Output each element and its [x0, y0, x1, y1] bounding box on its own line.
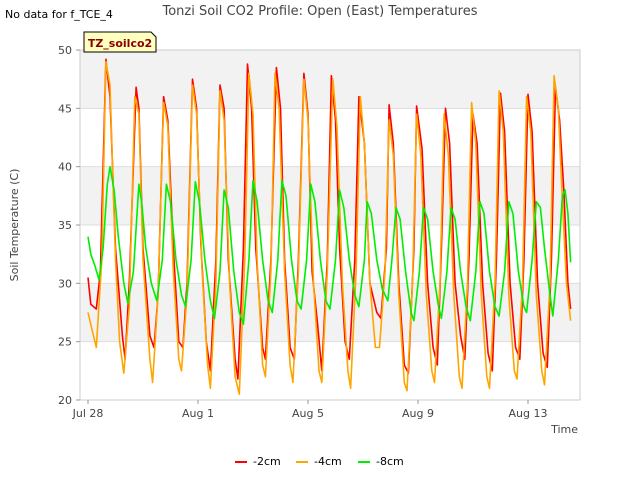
no-data-note: No data for f_TCE_4 [5, 8, 113, 21]
badge-label: TZ_soilco2 [88, 37, 152, 50]
x-tick-label: Aug 1 [182, 407, 214, 420]
legend: -2cm -4cm -8cm [235, 455, 404, 468]
x-tick-label: Aug 13 [509, 407, 548, 420]
legend-item: -4cm [296, 455, 342, 468]
x-tick-label: Aug 5 [292, 407, 324, 420]
y-axis-label: Soil Temperature (C) [8, 169, 21, 282]
y-tick-label: 25 [58, 336, 72, 349]
legend-label: -2cm [253, 455, 281, 468]
badge-box [83, 31, 157, 53]
y-tick-label: 50 [58, 44, 72, 57]
x-tick-label: Jul 28 [72, 407, 104, 420]
chart-title: Tonzi Soil CO2 Profile: Open (East) Temp… [161, 4, 477, 19]
y-tick-label: 30 [58, 277, 72, 290]
background-band [80, 50, 580, 109]
y-tick-label: 45 [58, 102, 72, 115]
badge: TZ_soilco2 [83, 31, 157, 53]
series-lines [87, 58, 572, 396]
y-tick-label: 20 [58, 394, 72, 407]
series-line-8cm [87, 165, 572, 326]
y-tick-label: 40 [58, 161, 72, 174]
legend-item: -2cm [235, 455, 281, 468]
y-axis-ticks: 20 25 30 35 40 45 50 [58, 44, 80, 407]
series-line-4cm [87, 60, 572, 396]
background-band [80, 283, 580, 342]
x-axis-ticks: Jul 28 Aug 1 Aug 5 Aug 9 Aug 13 [72, 400, 548, 420]
legend-item: -8cm [358, 455, 404, 468]
x-tick-label: Aug 9 [402, 407, 434, 420]
y-tick-label: 35 [58, 219, 72, 232]
x-axis-label: Time [550, 423, 578, 436]
legend-label: -4cm [314, 455, 342, 468]
legend-label: -8cm [376, 455, 404, 468]
